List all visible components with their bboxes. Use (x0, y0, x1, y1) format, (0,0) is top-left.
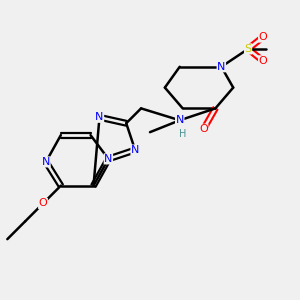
Text: O: O (39, 199, 47, 208)
Text: N: N (104, 154, 112, 164)
Text: N: N (217, 62, 226, 72)
Text: N: N (95, 112, 104, 122)
Text: S: S (244, 44, 252, 54)
Text: N: N (131, 145, 139, 155)
Text: N: N (176, 115, 184, 125)
Text: O: O (199, 124, 208, 134)
Text: N: N (42, 157, 50, 167)
Text: H: H (179, 129, 186, 139)
Text: O: O (259, 56, 267, 66)
Text: O: O (259, 32, 267, 42)
